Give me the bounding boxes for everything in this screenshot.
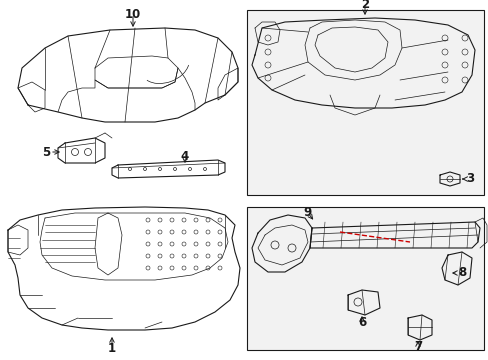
Text: 7: 7: [413, 341, 421, 354]
Bar: [246, 10, 483, 195]
Text: 5: 5: [41, 145, 50, 158]
Text: 4: 4: [181, 150, 189, 163]
Text: 2: 2: [360, 0, 368, 12]
Bar: [246, 207, 483, 350]
Text: 9: 9: [303, 207, 311, 220]
Text: 1: 1: [108, 342, 116, 355]
Text: 10: 10: [124, 8, 141, 21]
Text: 6: 6: [357, 315, 366, 328]
Text: 8: 8: [457, 266, 465, 279]
Text: 3: 3: [465, 172, 473, 185]
